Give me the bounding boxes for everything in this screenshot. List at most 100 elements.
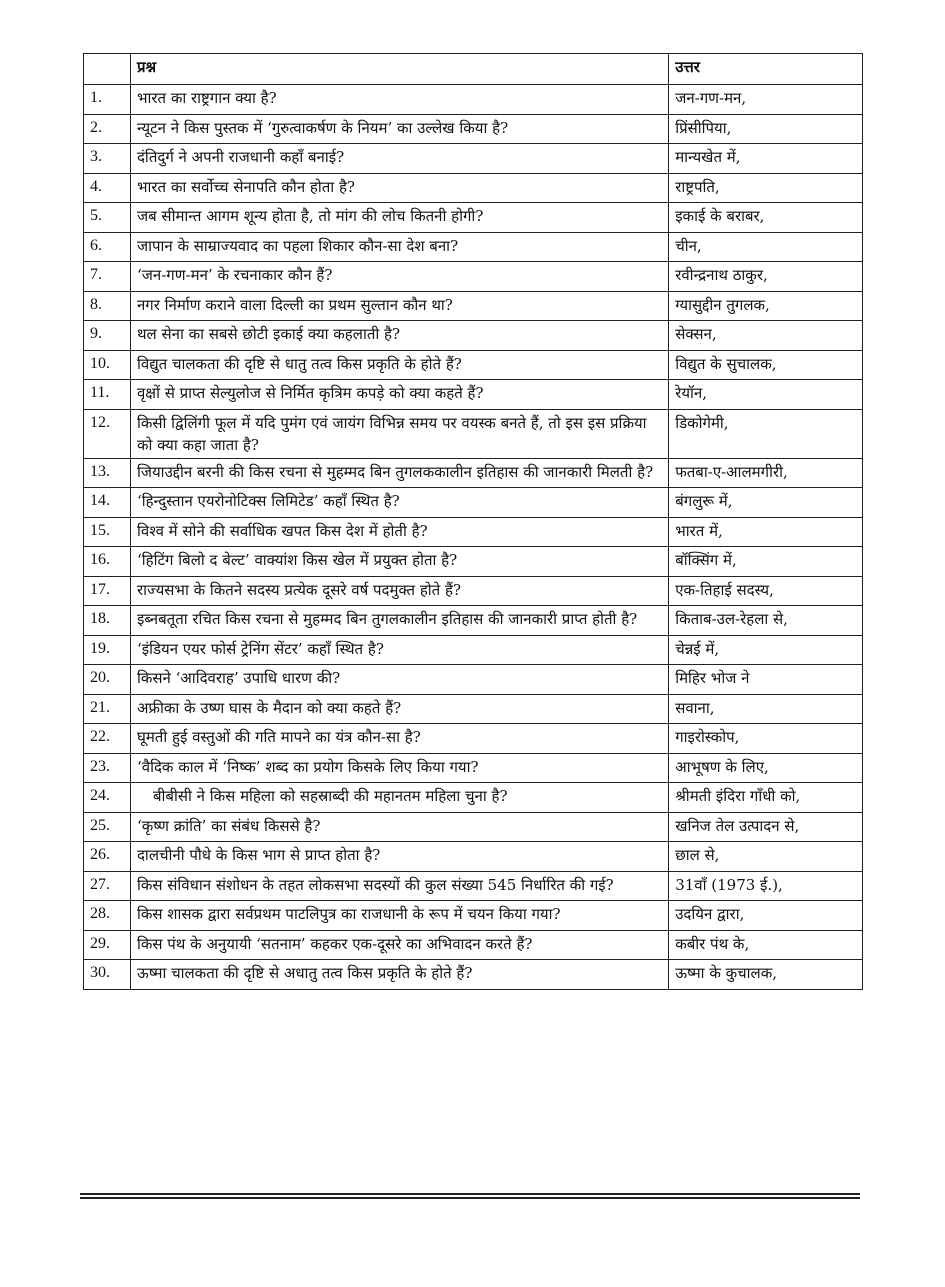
row-question: किसने ‘आदिवराह’ उपाधि धारण की?	[129, 664, 670, 695]
row-number: 2.	[83, 113, 131, 144]
row-answer: ऊष्मा के कुचालक,	[668, 959, 863, 990]
row-answer: उदयिन द्वारा,	[668, 900, 863, 931]
row-answer: रवीन्द्रनाथ ठाकुर,	[668, 261, 863, 292]
row-number: 28.	[83, 900, 131, 931]
row-answer: डिकोगेमी,	[668, 408, 863, 459]
row-number: 16.	[83, 546, 131, 577]
row-question: भारत का राष्ट्रगान क्या है?	[129, 84, 670, 115]
row-number: 18.	[83, 605, 131, 636]
table-row: 7. ‘जन-गण-मन’ के रचनाकार कौन हैं? रवीन्द्र…	[83, 261, 863, 292]
row-answer: रेयॉन,	[668, 379, 863, 410]
row-question: न्यूटन ने किस पुस्तक में ‘गुरुत्वाकर्षण …	[129, 113, 670, 144]
table-row: 20. किसने ‘आदिवराह’ उपाधि धारण की? मिहिर भ…	[83, 664, 863, 695]
table-row: 13. जियाउद्दीन बरनी की किस रचना से मुहम्म…	[83, 457, 863, 488]
table-row: 22. घूमती हुई वस्तुओं की गति मापने का यंत…	[83, 723, 863, 754]
table-row: 24. बीबीसी ने किस महिला को सहस्राब्दी की …	[83, 782, 863, 813]
row-number: 27.	[83, 870, 131, 901]
table-row: 16. ‘हिटिंग बिलो द बेल्ट’ वाक्यांश किस खे…	[83, 546, 863, 577]
row-question: ‘जन-गण-मन’ के रचनाकार कौन हैं?	[129, 261, 670, 292]
row-answer: श्रीमती इंदिरा गाँधी को,	[668, 782, 863, 813]
row-question: घूमती हुई वस्तुओं की गति मापने का यंत्र …	[129, 723, 670, 754]
row-number: 29.	[83, 929, 131, 960]
row-number: 30.	[83, 959, 131, 990]
row-answer: प्रिंसीपिया,	[668, 113, 863, 144]
row-answer: इकाई के बराबर,	[668, 202, 863, 233]
row-question: नगर निर्माण कराने वाला दिल्ली का प्रथम स…	[129, 290, 670, 321]
row-question: ‘इंडियन एयर फोर्स ट्रेनिंग सेंटर’ कहाँ स…	[129, 634, 670, 665]
row-answer: मिहिर भोज ने	[668, 664, 863, 695]
table-body: 1. भारत का राष्ट्रगान क्या है? जन-गण-मन, 2.…	[83, 84, 863, 990]
row-number: 14.	[83, 487, 131, 518]
row-question: ‘कृष्ण क्रांति’ का संबंध किससे है?	[129, 811, 670, 842]
table-row: 4. भारत का सर्वोच्च सेनापति कौन होता है? र…	[83, 172, 863, 203]
row-number: 20.	[83, 664, 131, 695]
row-number: 10.	[83, 349, 131, 380]
row-answer: सेक्सन,	[668, 320, 863, 351]
table-row: 18. इब्नबतूता रचित किस रचना से मुहम्मद बि…	[83, 605, 863, 636]
row-answer: कबीर पंथ के,	[668, 929, 863, 960]
header-question: प्रश्न	[129, 53, 670, 85]
row-question: बीबीसी ने किस महिला को सहस्राब्दी की महा…	[129, 782, 670, 813]
row-number: 7.	[83, 261, 131, 292]
row-question: जब सीमान्त आगम शून्य होता है, तो मांग की…	[129, 202, 670, 233]
row-question: ‘हिटिंग बिलो द बेल्ट’ वाक्यांश किस खेल म…	[129, 546, 670, 577]
row-answer: सवाना,	[668, 693, 863, 724]
table-row: 14. ‘हिन्दुस्तान एयरोनोटिक्स लिमिटेड’ कहा…	[83, 487, 863, 518]
table-row: 30. ऊष्मा चालकता की दृष्टि से अधातु तत्व …	[83, 959, 863, 990]
qa-table: प्रश्न उत्तर 1. भारत का राष्ट्रगान क्या ह…	[83, 53, 863, 990]
row-number: 1.	[83, 84, 131, 115]
row-question: विद्युत चालकता की दृष्टि से धातु तत्व कि…	[129, 349, 670, 380]
table-row: 15. विश्व में सोने की सर्वाधिक खपत किस दे…	[83, 516, 863, 547]
row-answer: ग्यासुद्दीन तुगलक,	[668, 290, 863, 321]
row-answer: बॉक्सिंग में,	[668, 546, 863, 577]
row-number: 17.	[83, 575, 131, 606]
table-row: 9. थल सेना का सबसे छोटी इकाई क्या कहलाती …	[83, 320, 863, 351]
row-number: 15.	[83, 516, 131, 547]
row-answer: खनिज तेल उत्पादन से,	[668, 811, 863, 842]
row-number: 6.	[83, 231, 131, 262]
row-number: 13.	[83, 457, 131, 488]
header-number	[83, 53, 131, 85]
table-row: 28. किस शासक द्वारा सर्वप्रथम पाटलिपुत्र …	[83, 900, 863, 931]
row-answer: राष्ट्रपति,	[668, 172, 863, 203]
row-question: इब्नबतूता रचित किस रचना से मुहम्मद बिन त…	[129, 605, 670, 636]
row-number: 4.	[83, 172, 131, 203]
row-answer: एक-तिहाई सदस्य,	[668, 575, 863, 606]
row-answer: जन-गण-मन,	[668, 84, 863, 115]
row-question: विश्व में सोने की सर्वाधिक खपत किस देश म…	[129, 516, 670, 547]
row-question: किस संविधान संशोधन के तहत लोकसभा सदस्यों…	[129, 870, 670, 901]
row-number: 9.	[83, 320, 131, 351]
row-question: किस पंथ के अनुयायी ‘सतनाम’ कहकर एक-दूसरे…	[129, 929, 670, 960]
row-question: दालचीनी पौधे के किस भाग से प्राप्त होता …	[129, 841, 670, 872]
table-row: 21. अफ्रीका के उष्ण घास के मैदान को क्या …	[83, 693, 863, 724]
row-number: 23.	[83, 752, 131, 783]
row-question: थल सेना का सबसे छोटी इकाई क्या कहलाती है…	[129, 320, 670, 351]
row-question: ‘हिन्दुस्तान एयरोनोटिक्स लिमिटेड’ कहाँ स…	[129, 487, 670, 518]
table-row: 23. ‘वैदिक काल में ‘निष्क’ शब्द का प्रयोग…	[83, 752, 863, 783]
row-question: किस शासक द्वारा सर्वप्रथम पाटलिपुत्र का …	[129, 900, 670, 931]
row-question: भारत का सर्वोच्च सेनापति कौन होता है?	[129, 172, 670, 203]
row-number: 19.	[83, 634, 131, 665]
row-number: 25.	[83, 811, 131, 842]
row-question: राज्यसभा के कितने सदस्य प्रत्येक दूसरे व…	[129, 575, 670, 606]
row-answer: भारत में,	[668, 516, 863, 547]
table-row: 26. दालचीनी पौधे के किस भाग से प्राप्त हो…	[83, 841, 863, 872]
table-row: 1. भारत का राष्ट्रगान क्या है? जन-गण-मन,	[83, 84, 863, 115]
table-row: 2. न्यूटन ने किस पुस्तक में ‘गुरुत्वाकर्ष…	[83, 113, 863, 144]
row-number: 11.	[83, 379, 131, 410]
row-answer: फतबा-ए-आलमगीरी,	[668, 457, 863, 488]
row-number: 24.	[83, 782, 131, 813]
row-number: 22.	[83, 723, 131, 754]
table-row: 6. जापान के साम्राज्यवाद का पहला शिकार कौ…	[83, 231, 863, 262]
table-row: 19. ‘इंडियन एयर फोर्स ट्रेनिंग सेंटर’ कहा…	[83, 634, 863, 665]
row-answer: चेन्नई में,	[668, 634, 863, 665]
table-row: 17. राज्यसभा के कितने सदस्य प्रत्येक दूसर…	[83, 575, 863, 606]
table-row: 12. किसी द्विलिंगी फूल में यदि पुमंग एवं …	[83, 408, 863, 459]
row-number: 26.	[83, 841, 131, 872]
row-number: 5.	[83, 202, 131, 233]
row-answer: मान्यखेत में,	[668, 143, 863, 174]
footer-rule-bottom	[80, 1197, 860, 1199]
row-number: 3.	[83, 143, 131, 174]
row-question: वृक्षों से प्राप्त सेल्युलोज से निर्मित …	[129, 379, 670, 410]
table-row: 10. विद्युत चालकता की दृष्टि से धातु तत्व…	[83, 349, 863, 380]
